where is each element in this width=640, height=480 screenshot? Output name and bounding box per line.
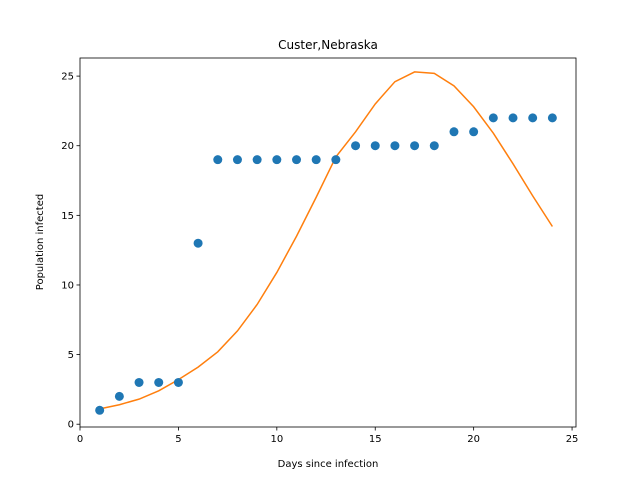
data-point <box>95 405 105 415</box>
x-tick-label: 10 <box>270 434 283 445</box>
data-point <box>331 155 341 165</box>
data-point <box>193 238 203 248</box>
data-point <box>292 155 302 165</box>
data-point <box>173 377 183 387</box>
x-axis-label: Days since infection <box>278 459 379 470</box>
x-tick-label: 20 <box>467 434 480 445</box>
data-point <box>508 113 518 123</box>
x-tick-label: 15 <box>369 434 382 445</box>
data-point <box>114 391 124 401</box>
data-point <box>370 141 380 151</box>
data-point <box>390 141 400 151</box>
y-tick-label: 25 <box>61 72 74 83</box>
y-tick-label: 0 <box>68 420 74 431</box>
y-tick-label: 5 <box>68 350 74 361</box>
plot-area <box>95 71 557 415</box>
y-tick-label: 10 <box>61 280 74 291</box>
data-point <box>252 155 262 165</box>
data-point <box>351 141 361 151</box>
data-point <box>134 377 144 387</box>
x-tick-label: 25 <box>566 434 579 445</box>
data-point <box>488 113 498 123</box>
chart-title: Custer,Nebraska <box>278 38 378 52</box>
data-point <box>232 155 242 165</box>
x-tick-label: 5 <box>175 434 181 445</box>
y-axis-label: Population infected <box>35 194 46 290</box>
axes-frame <box>79 57 577 428</box>
data-point <box>429 141 439 151</box>
data-point <box>311 155 321 165</box>
y-tick-label: 15 <box>61 211 74 222</box>
data-point <box>272 155 282 165</box>
data-point <box>410 141 420 151</box>
data-point <box>213 155 223 165</box>
data-point <box>547 113 557 123</box>
x-tick-label: 0 <box>77 434 83 445</box>
axes: 0 5 10 15 20 25 0 5 10 15 20 25 <box>61 57 579 445</box>
y-tick-label: 20 <box>61 141 74 152</box>
data-point <box>449 127 459 137</box>
data-point <box>469 127 479 137</box>
data-point <box>154 377 164 387</box>
data-point <box>528 113 538 123</box>
